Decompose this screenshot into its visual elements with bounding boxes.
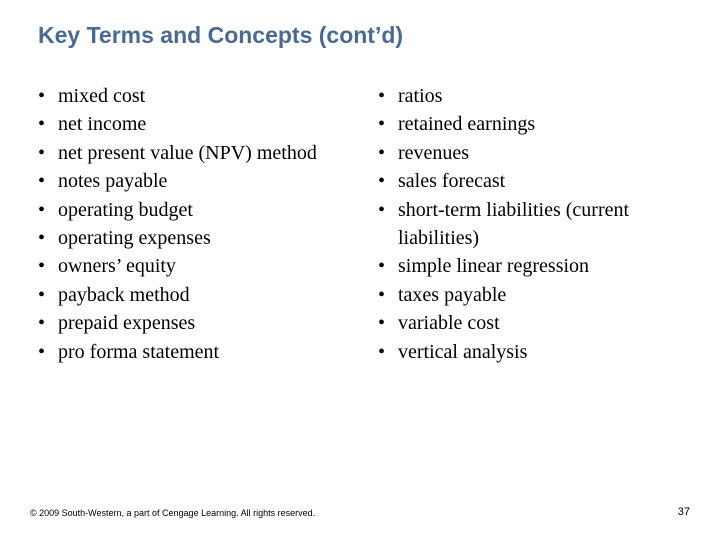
list-item: net income (36, 110, 366, 138)
list-item: notes payable (36, 167, 366, 195)
list-item: taxes payable (376, 281, 696, 309)
page-number: 37 (678, 506, 690, 518)
list-item: operating budget (36, 196, 366, 224)
list-item: owners’ equity (36, 252, 366, 280)
content-columns: mixed cost net income net present value … (36, 82, 696, 366)
slide: Key Terms and Concepts (cont’d) mixed co… (0, 0, 720, 540)
list-item: operating expenses (36, 224, 366, 252)
copyright-footer: © 2009 South-Western, a part of Cengage … (30, 508, 315, 518)
right-column: ratios retained earnings revenues sales … (376, 82, 696, 366)
slide-title: Key Terms and Concepts (cont’d) (38, 22, 403, 49)
list-item: mixed cost (36, 82, 366, 110)
list-item: sales forecast (376, 167, 696, 195)
left-term-list: mixed cost net income net present value … (36, 82, 366, 366)
list-item: simple linear regression (376, 252, 696, 280)
list-item: net present value (NPV) method (36, 139, 366, 167)
list-item: variable cost (376, 309, 696, 337)
list-item: pro forma statement (36, 338, 366, 366)
list-item: prepaid expenses (36, 309, 366, 337)
list-item: payback method (36, 281, 366, 309)
left-column: mixed cost net income net present value … (36, 82, 376, 366)
list-item: retained earnings (376, 110, 696, 138)
list-item: ratios (376, 82, 696, 110)
right-term-list: ratios retained earnings revenues sales … (376, 82, 696, 366)
list-item: short-term liabilities (current liabilit… (376, 196, 696, 253)
list-item: vertical analysis (376, 338, 696, 366)
list-item: revenues (376, 139, 696, 167)
